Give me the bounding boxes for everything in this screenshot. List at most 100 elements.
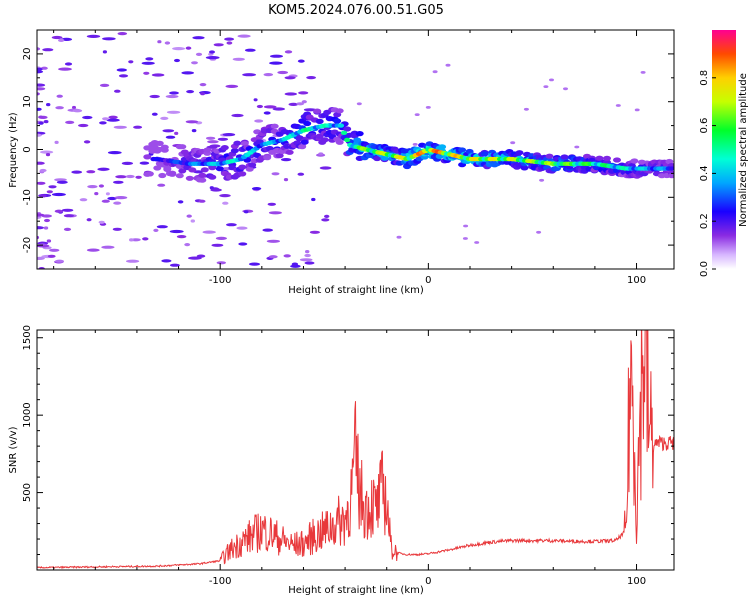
- ridge-halo: [298, 144, 307, 150]
- noise-speckle: [251, 187, 262, 191]
- noise-speckle: [181, 71, 194, 75]
- noise-speckle: [318, 152, 324, 156]
- noise-speckle: [236, 226, 248, 230]
- ridge-halo: [270, 123, 279, 129]
- ridge-halo: [315, 133, 324, 139]
- ridge-halo: [198, 172, 207, 178]
- noise-speckle: [64, 62, 73, 66]
- noise-speckle: [105, 192, 110, 196]
- noise-speckle: [237, 34, 251, 38]
- snr-xlabel: Height of straight line (km): [288, 585, 424, 596]
- noise-speckle: [37, 83, 46, 87]
- noise-speckle: [301, 100, 307, 104]
- noise-speckle: [102, 37, 116, 41]
- noise-speckle: [563, 87, 568, 91]
- noise-speckle: [71, 170, 83, 174]
- ridge-halo: [230, 148, 239, 154]
- snr-xtick-label: -100: [209, 576, 232, 587]
- figure-title: KOM5.2024.076.00.51.G05: [268, 3, 444, 18]
- noise-speckle: [78, 123, 89, 128]
- ridge-core: [668, 166, 674, 171]
- noise-speckle: [184, 243, 191, 247]
- colorbar-ticks: 0.0 0.2 0.4 0.6 0.8: [699, 70, 716, 277]
- noise-speckle: [284, 92, 297, 96]
- noise-speckle: [396, 235, 402, 239]
- ridge-halo: [248, 162, 257, 168]
- ridge-halo: [198, 177, 207, 183]
- noise-speckle: [288, 102, 299, 106]
- ridge-core: [344, 137, 351, 143]
- noise-speckle: [107, 196, 117, 201]
- noise-speckle: [256, 104, 263, 109]
- noise-speckle: [202, 230, 216, 234]
- ridge-core: [340, 130, 348, 135]
- noise-speckle: [65, 120, 75, 124]
- ridge-halo: [233, 140, 242, 146]
- ridge-halo: [335, 139, 344, 145]
- noise-speckle: [51, 35, 63, 40]
- spectrogram-ytick-label: -10: [22, 189, 33, 205]
- noise-speckle: [186, 90, 195, 94]
- noise-speckle: [172, 47, 186, 51]
- snr-ylabel: SNR (v/v): [8, 426, 19, 473]
- ridge-halo: [200, 167, 209, 173]
- noise-speckle: [114, 89, 121, 93]
- spectrogram-ytick-label: 20: [22, 48, 33, 61]
- noise-speckle: [186, 214, 192, 218]
- noise-speckle: [116, 68, 128, 72]
- noise-speckle: [462, 237, 468, 240]
- noise-speckle: [574, 145, 580, 149]
- noise-speckle: [86, 248, 100, 252]
- noise-speckle: [445, 63, 451, 67]
- noise-speckle: [54, 259, 65, 263]
- ridge-halo: [515, 150, 524, 156]
- spectrogram-xtick-label: 0: [425, 275, 431, 286]
- noise-speckle: [133, 125, 143, 129]
- colorbar-tick-label: 0.4: [699, 165, 710, 181]
- noise-speckle: [45, 153, 51, 157]
- noise-speckle: [304, 253, 311, 258]
- noise-speckle: [543, 85, 549, 88]
- noise-speckle: [37, 161, 45, 165]
- noise-speckle: [225, 84, 239, 88]
- ridge-halo: [320, 137, 329, 143]
- ridge-halo: [238, 171, 247, 177]
- noise-speckle: [297, 172, 305, 176]
- noise-speckle: [199, 83, 207, 87]
- noise-speckle: [46, 190, 53, 194]
- noise-speckle: [267, 202, 276, 206]
- noise-speckle: [72, 109, 83, 113]
- ridge-halo: [300, 139, 309, 145]
- snr-xtick-label: 100: [627, 576, 646, 587]
- noise-speckle: [262, 228, 274, 232]
- noise-speckle: [195, 52, 203, 57]
- noise-speckle: [185, 46, 192, 50]
- noise-speckle: [160, 116, 169, 120]
- noise-speckle: [40, 150, 54, 154]
- noise-speckle: [79, 198, 88, 202]
- noise-speckle: [54, 140, 59, 144]
- noise-speckle: [164, 41, 171, 45]
- ridge-halo: [178, 168, 187, 174]
- noise-speckle: [615, 104, 621, 107]
- noise-speckle: [226, 41, 233, 45]
- noise-speckle: [192, 36, 205, 40]
- noise-speckle: [161, 259, 172, 263]
- spectrogram-ytick-label: -20: [22, 237, 33, 253]
- noise-speckle: [58, 38, 65, 43]
- noise-speckle: [151, 112, 158, 116]
- ridge-halo: [667, 173, 674, 179]
- noise-speckle: [63, 227, 72, 231]
- ridge-halo: [155, 140, 164, 146]
- noise-speckle: [224, 37, 235, 41]
- noise-speckle: [37, 87, 46, 91]
- noise-speckle: [324, 214, 330, 218]
- ridge-halo: [458, 147, 467, 153]
- noise-speckle: [291, 262, 299, 266]
- noise-speckle: [141, 61, 155, 65]
- noise-speckle: [268, 211, 282, 215]
- ridge-core: [337, 123, 345, 128]
- spectrogram-xtick-label: 100: [627, 275, 646, 286]
- noise-speckle: [253, 98, 258, 102]
